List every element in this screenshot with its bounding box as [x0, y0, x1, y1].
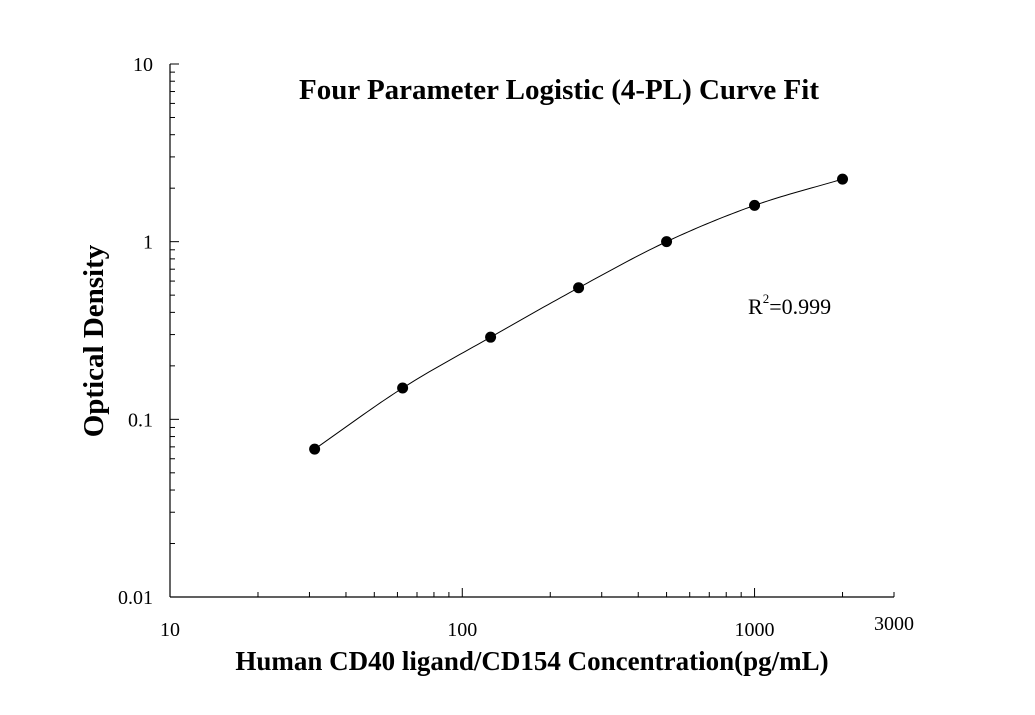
x-tick-label: 100	[447, 619, 477, 641]
r-squared-base: R	[748, 294, 763, 319]
data-point	[573, 282, 585, 294]
x-axis-label: Human CD40 ligand/CD154 Concentration(pg…	[235, 646, 828, 676]
chart-title: Four Parameter Logistic (4-PL) Curve Fit	[299, 74, 819, 106]
r-squared-superscript: 2	[763, 291, 770, 306]
r-squared-annotation: R2=0.999	[748, 291, 831, 319]
data-point	[397, 382, 409, 394]
data-point	[661, 236, 673, 248]
ticks	[169, 63, 895, 598]
data-point	[837, 173, 849, 185]
data-point	[749, 199, 761, 211]
y-axis-label: Optical Density	[78, 244, 110, 437]
x-tick-label: 3000	[874, 613, 914, 635]
fit-curve	[314, 178, 843, 450]
x-tick-labels: 10 100 1000 3000	[160, 613, 914, 641]
data-point	[309, 443, 321, 455]
y-tick-label: 10	[133, 54, 153, 76]
y-tick-label: 0.1	[128, 409, 153, 431]
y-tick-label: 1	[143, 232, 153, 254]
y-tick-labels: 0.01 0.1 1 10	[118, 54, 153, 609]
data-point	[485, 331, 497, 343]
data-points	[309, 173, 849, 455]
axes	[169, 64, 894, 598]
x-tick-label: 10	[160, 619, 180, 641]
y-tick-label: 0.01	[118, 587, 153, 609]
x-tick-label: 1000	[735, 619, 775, 641]
r-squared-value: =0.999	[769, 294, 831, 319]
